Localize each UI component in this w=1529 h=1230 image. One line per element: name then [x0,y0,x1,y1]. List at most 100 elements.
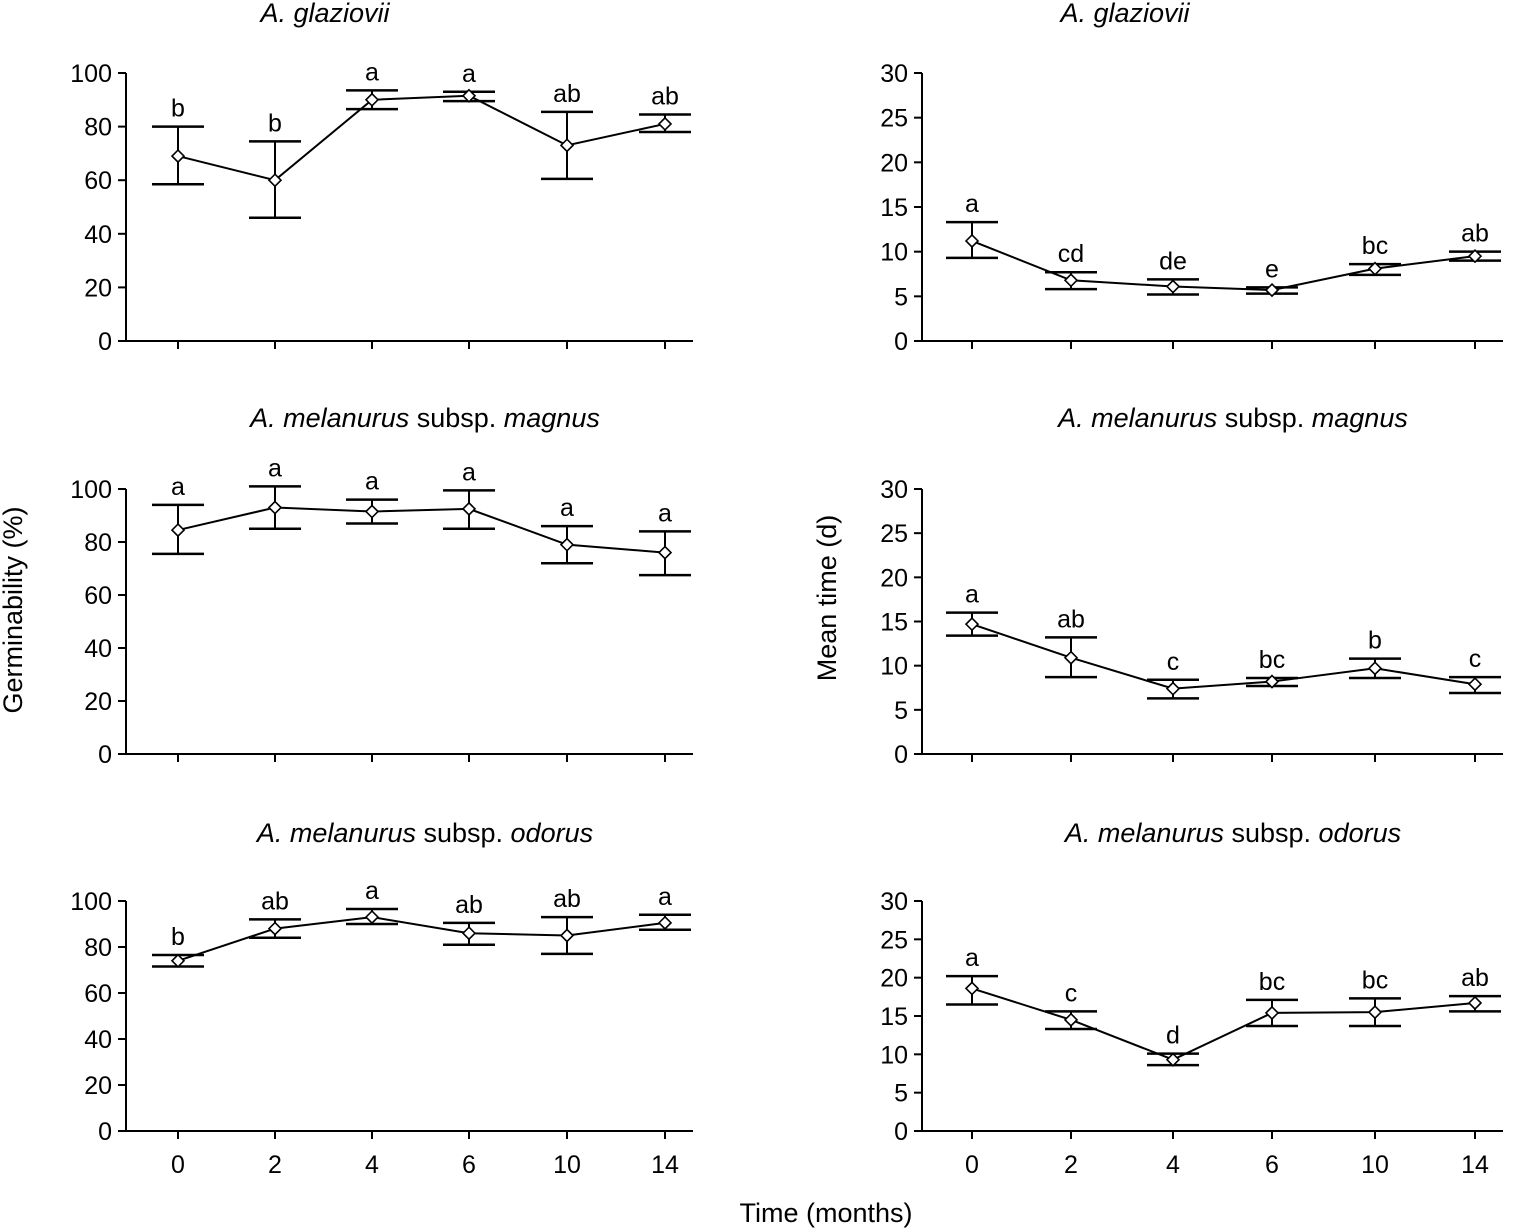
y-tick-label: 80 [84,114,112,142]
data-point [964,981,980,996]
significance-letter: ab [553,80,581,108]
x-tick-label: 14 [651,1151,679,1179]
y-axis-title-left: Germinability (%) [0,506,28,713]
data-point [559,537,575,552]
data-point [657,545,673,560]
panel-title: A. glaziovii [1058,0,1190,28]
data-point [1063,650,1079,665]
data-point [170,148,186,164]
significance-letter: c [1167,648,1180,676]
data-point [364,909,380,925]
panel-title-part: A. glaziovii [258,0,390,28]
series-line [971,240,1476,292]
series-line [971,623,1476,690]
panel-title-part: subsp. [1217,403,1312,433]
y-tick-label: 40 [84,635,112,663]
significance-letter: a [462,458,476,486]
panel-title-part: A. melanurus [1056,403,1217,433]
y-tick-label: 15 [880,609,908,637]
y-tick-label: 0 [894,1118,908,1146]
significance-letter: a [365,58,379,86]
significance-letter: ab [1057,605,1085,633]
x-tick-label: 4 [1166,1151,1180,1179]
panel-title-part: subsp. [409,403,504,433]
y-tick-label: 5 [894,697,908,725]
data-point [461,501,477,517]
y-tick-label: 15 [880,194,908,222]
significance-letter: ab [455,891,483,919]
significance-letter: b [171,95,185,123]
series-line [177,94,666,182]
y-tick-label: 0 [98,1118,112,1146]
significance-letter: c [1469,645,1482,673]
x-tick-label: 14 [1461,1151,1489,1179]
significance-letter: c [1065,979,1078,1007]
data-point [1467,677,1483,692]
panel-title-part: odorus [1319,818,1402,848]
x-tick-label: 2 [1064,1151,1078,1179]
data-point [170,953,186,968]
significance-letter: a [560,494,574,522]
x-tick-label: 10 [1361,1151,1389,1179]
y-tick-label: 0 [98,328,112,356]
data-point [170,522,186,538]
y-tick-label: 100 [70,888,112,916]
significance-letter: b [268,109,282,137]
data-point [1063,1012,1079,1027]
panel-title-part: A. melanurus [1063,818,1224,848]
y-tick-label: 10 [880,239,908,267]
data-point [1367,661,1383,676]
significance-letter: a [268,454,282,482]
panel-title-part: subsp. [1224,818,1319,848]
series-line [177,916,666,962]
y-tick-label: 20 [84,1072,112,1100]
y-tick-label: 5 [894,283,908,311]
chart-panel-2: A. glaziovii 0 5 10 15 20 25 30 a cd de e bc ab [880,0,1503,356]
y-tick-label: 0 [98,741,112,769]
significance-letter: cd [1058,240,1084,268]
significance-letter: e [1265,255,1279,283]
panel-title-part: A. melanurus [248,403,409,433]
x-tick-label: 6 [462,1151,476,1179]
data-point [364,92,380,107]
significance-letter: ab [1461,220,1489,248]
y-tick-label: 60 [84,582,112,610]
y-tick-label: 15 [880,1003,908,1031]
y-tick-label: 0 [894,328,908,356]
significance-letter: a [965,581,979,609]
chart-panel-6: A. melanurus subsp. odorus 0 5 10 15 20 25 30 0 2… [880,818,1503,1179]
panel-title-part: A. melanurus [255,818,416,848]
data-point [1264,282,1280,298]
x-axis-title: Time (months) [739,1198,912,1228]
data-point [267,921,283,936]
chart-panel-3: A. melanurus subsp. magnus 0 20 40 60 80 100 a a… [70,403,693,769]
y-tick-label: 100 [70,60,112,88]
y-tick-label: 20 [84,274,112,302]
chart-panel-5: A. melanurus subsp. odorus 0 20 40 60 80 100 0 2… [70,818,693,1179]
data-point [1264,674,1280,689]
data-point [964,617,980,632]
significance-letter: a [171,473,185,501]
significance-letter: de [1159,247,1187,275]
data-point [1367,261,1383,276]
y-tick-label: 30 [880,476,908,504]
significance-letter: bc [1259,646,1285,674]
chart-panel-1: A. glaziovii 0 20 40 60 80 100 b b a a ab ab [70,0,693,356]
x-tick-label: 0 [171,1151,185,1179]
y-tick-label: 25 [880,926,908,954]
y-tick-label: 25 [880,520,908,548]
significance-letter: b [1368,627,1382,655]
y-tick-label: 30 [880,888,908,916]
series-line [971,987,1476,1061]
significance-letter: bc [1259,968,1285,996]
y-tick-label: 40 [84,221,112,249]
y-tick-label: 20 [880,965,908,993]
data-point [1467,995,1483,1011]
significance-letter: a [965,944,979,972]
x-tick-label: 0 [965,1151,979,1179]
significance-letter: a [965,190,979,218]
y-tick-label: 40 [84,1026,112,1054]
data-point [1467,249,1483,264]
panel-title: A. melanurus subsp. odorus [255,818,593,848]
